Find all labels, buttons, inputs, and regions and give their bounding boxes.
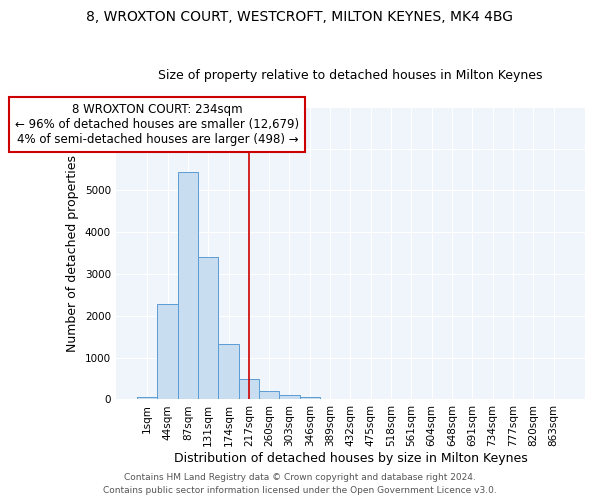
Text: 8, WROXTON COURT, WESTCROFT, MILTON KEYNES, MK4 4BG: 8, WROXTON COURT, WESTCROFT, MILTON KEYN… bbox=[86, 10, 514, 24]
Title: Size of property relative to detached houses in Milton Keynes: Size of property relative to detached ho… bbox=[158, 69, 542, 82]
Bar bbox=[239, 380, 259, 400]
Bar bbox=[299, 397, 320, 400]
Bar bbox=[198, 258, 218, 400]
Bar bbox=[218, 344, 239, 400]
Bar bbox=[137, 397, 157, 400]
Bar bbox=[280, 396, 299, 400]
X-axis label: Distribution of detached houses by size in Milton Keynes: Distribution of detached houses by size … bbox=[173, 452, 527, 465]
Y-axis label: Number of detached properties: Number of detached properties bbox=[66, 154, 79, 352]
Text: Contains HM Land Registry data © Crown copyright and database right 2024.
Contai: Contains HM Land Registry data © Crown c… bbox=[103, 474, 497, 495]
Bar bbox=[259, 392, 280, 400]
Text: 8 WROXTON COURT: 234sqm
← 96% of detached houses are smaller (12,679)
4% of semi: 8 WROXTON COURT: 234sqm ← 96% of detache… bbox=[16, 103, 299, 146]
Bar bbox=[157, 304, 178, 400]
Bar bbox=[178, 172, 198, 400]
